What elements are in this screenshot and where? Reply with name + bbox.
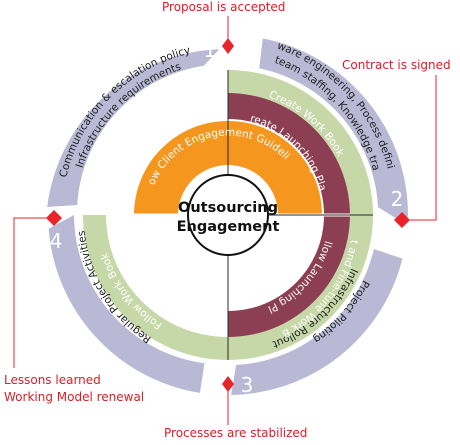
center-title-line2: Engagement [177,219,280,235]
phase-3-arc [231,249,403,395]
green-ring-top [228,70,373,215]
lessons-connector [13,217,54,368]
maroon-ring-bottom [228,215,350,337]
phase-1-arc [47,49,220,208]
milestone-renewal: Working Model renewal [4,390,145,404]
green-ring-left [83,215,228,360]
phase-3-number: 3 [241,373,254,397]
phase-2-arc [259,38,408,225]
proposal-diamond-icon [222,38,234,54]
contract-diamond-icon [394,212,410,228]
center-circle [187,174,269,256]
milestone-proposal: Proposal is accepted [162,0,286,14]
milestone-contract: Contract is signed [342,58,451,72]
milestone-processes: Processes are stabilized [164,426,308,440]
orange-ring [134,121,322,215]
phase-2-number: 2 [391,187,404,211]
milestone-lessons: Lessons learned [4,373,101,387]
contract-connector [410,75,437,221]
phase-4-number: 4 [50,229,63,253]
phase-1-number: 1 [204,38,217,62]
green-ring-bottom [228,215,373,360]
lessons-diamond-icon [46,210,62,226]
center-title-line1: Outsourcing [178,200,278,216]
maroon-ring-top [228,93,350,215]
phase-4-arc [48,215,205,393]
processes-diamond-icon [222,376,234,392]
